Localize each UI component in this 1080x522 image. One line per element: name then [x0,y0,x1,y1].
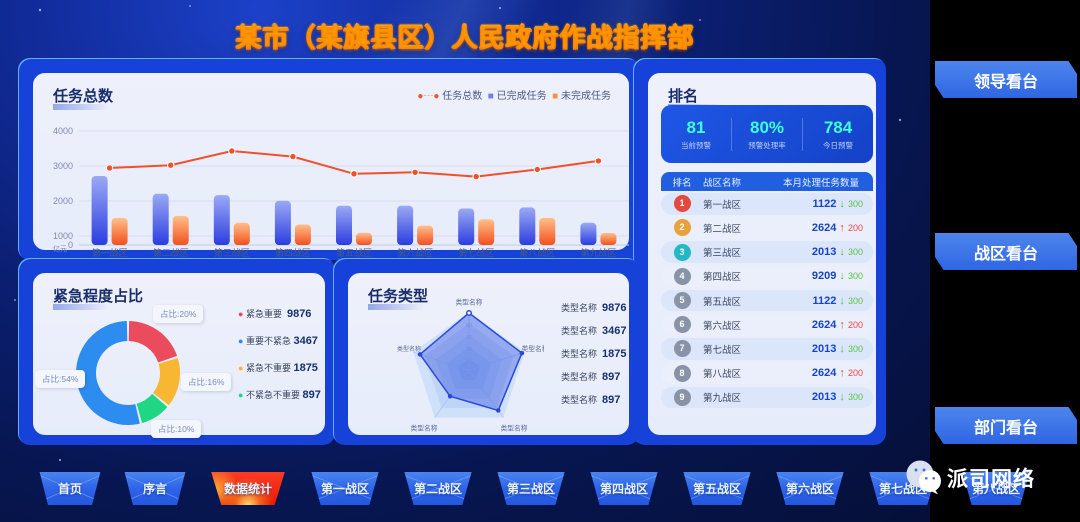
svg-text:第一战区: 第一战区 [92,247,128,258]
svg-text:类型名称: 类型名称 [410,423,437,432]
svg-text:第二战区: 第二战区 [153,247,189,258]
svg-text:第三战区: 第三战区 [214,247,250,258]
svg-text:第八战区: 第八战区 [519,247,555,258]
svg-text:类型名称: 类型名称 [397,345,421,353]
svg-text:4000: 4000 [53,126,73,136]
svg-text:类型名称: 类型名称 [455,297,482,306]
svg-text:第五战区: 第五战区 [336,247,372,258]
svg-text:第六战区: 第六战区 [397,247,433,258]
svg-text:第九战区: 第九战区 [580,247,616,258]
svg-text:类型名称: 类型名称 [500,423,527,432]
svg-text:亿元: 亿元 [53,244,67,253]
svg-text:0: 0 [68,240,73,250]
svg-text:类型名称: 类型名称 [521,344,544,353]
svg-text:3000: 3000 [53,161,73,171]
svg-text:2000: 2000 [53,196,73,206]
svg-text:第四战区: 第四战区 [275,247,311,258]
svg-text:第七战区: 第七战区 [458,247,494,258]
